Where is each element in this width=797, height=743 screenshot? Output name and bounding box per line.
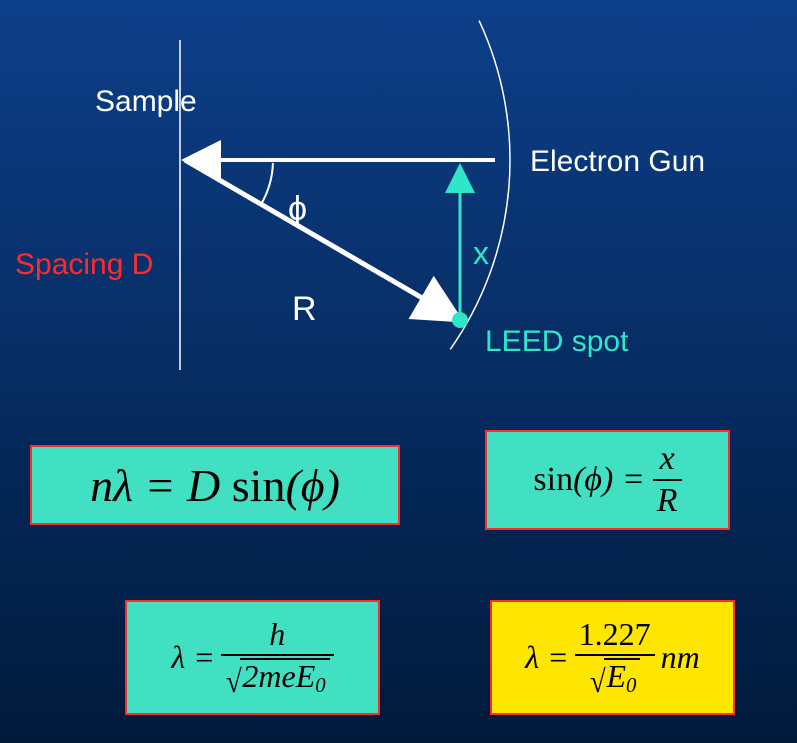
equation-debroglie: λ = h √2meE0	[125, 600, 380, 715]
equation-sinphi: sin(ϕ) = xR	[485, 430, 730, 530]
label-sample: Sample	[95, 85, 197, 119]
equation-bragg: nλ = D sin(ϕ)	[30, 445, 400, 525]
label-leed-spot: LEED spot	[485, 325, 628, 359]
leed-geometry-slide: Sample Electron Gun Spacing D ϕ R x LEED…	[0, 0, 797, 743]
label-electron-gun: Electron Gun	[530, 145, 705, 179]
label-spacing-d: Spacing D	[15, 248, 153, 282]
label-phi: ϕ	[288, 190, 307, 229]
label-r: R	[292, 290, 317, 329]
label-x: x	[473, 235, 489, 272]
equation-lambda-nm: λ = 1.227 √E0 nm	[490, 600, 735, 715]
